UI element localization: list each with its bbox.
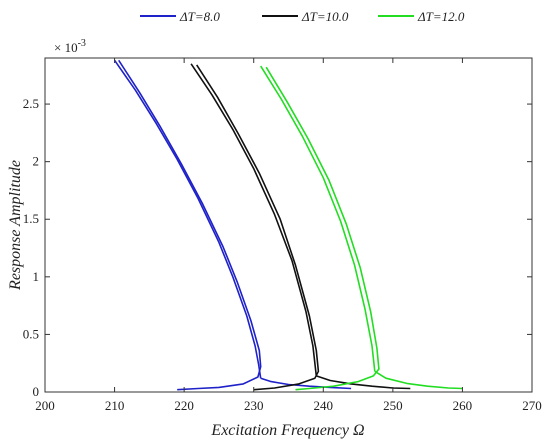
y-axis-multiplier: × 10-3 xyxy=(54,38,86,55)
series-1-lower-branch xyxy=(260,377,352,390)
x-tick-label: 260 xyxy=(453,398,473,413)
x-tick-label: 240 xyxy=(314,398,334,413)
x-tick-label: 210 xyxy=(105,398,125,413)
y-tick-label: 1.5 xyxy=(23,211,39,226)
y-tick-label: 2.5 xyxy=(23,96,39,111)
y-tick-label: 0 xyxy=(33,384,40,399)
x-tick-label: 230 xyxy=(244,398,264,413)
series-1-middle-branch xyxy=(118,59,262,391)
series-layer xyxy=(113,59,463,391)
x-tick-label: 270 xyxy=(522,398,542,413)
series-2-upper-branch xyxy=(190,63,318,376)
series-3-middle-branch xyxy=(265,66,380,391)
x-axis-title: Excitation Frequency Ω xyxy=(210,422,364,439)
x-tick-label: 220 xyxy=(174,398,194,413)
series-2-lower-branch xyxy=(316,375,411,390)
y-axis-multiplier-base: × 10 xyxy=(54,40,78,55)
y-tick-label: 0.5 xyxy=(23,326,39,341)
y-axis-multiplier-exponent: -3 xyxy=(78,38,86,49)
series-3-lower-branch xyxy=(374,370,463,390)
y-axis-title: Response Amplitude xyxy=(7,160,24,291)
x-tick-label: 200 xyxy=(35,398,55,413)
legend-label-series-2: ΔT=10.0 xyxy=(301,9,349,24)
series-3-upper-branch xyxy=(260,65,376,372)
y-axis-ticks: 0 0.5 1 1.5 2 2.5 xyxy=(23,96,532,399)
plot-frame xyxy=(44,57,533,393)
y-tick-label: 2 xyxy=(33,154,40,169)
legend: ΔT=8.0 ΔT=10.0 ΔT=12.0 xyxy=(140,9,465,24)
series-1-upper-branch xyxy=(113,59,262,379)
y-tick-label: 1 xyxy=(33,269,40,284)
x-tick-label: 250 xyxy=(383,398,403,413)
x-axis-ticks: 200 210 220 230 240 250 260 270 xyxy=(35,58,542,413)
series-2-middle-branch xyxy=(196,64,320,391)
legend-label-series-1: ΔT=8.0 xyxy=(179,9,220,24)
legend-label-series-3: ΔT=12.0 xyxy=(417,9,465,24)
